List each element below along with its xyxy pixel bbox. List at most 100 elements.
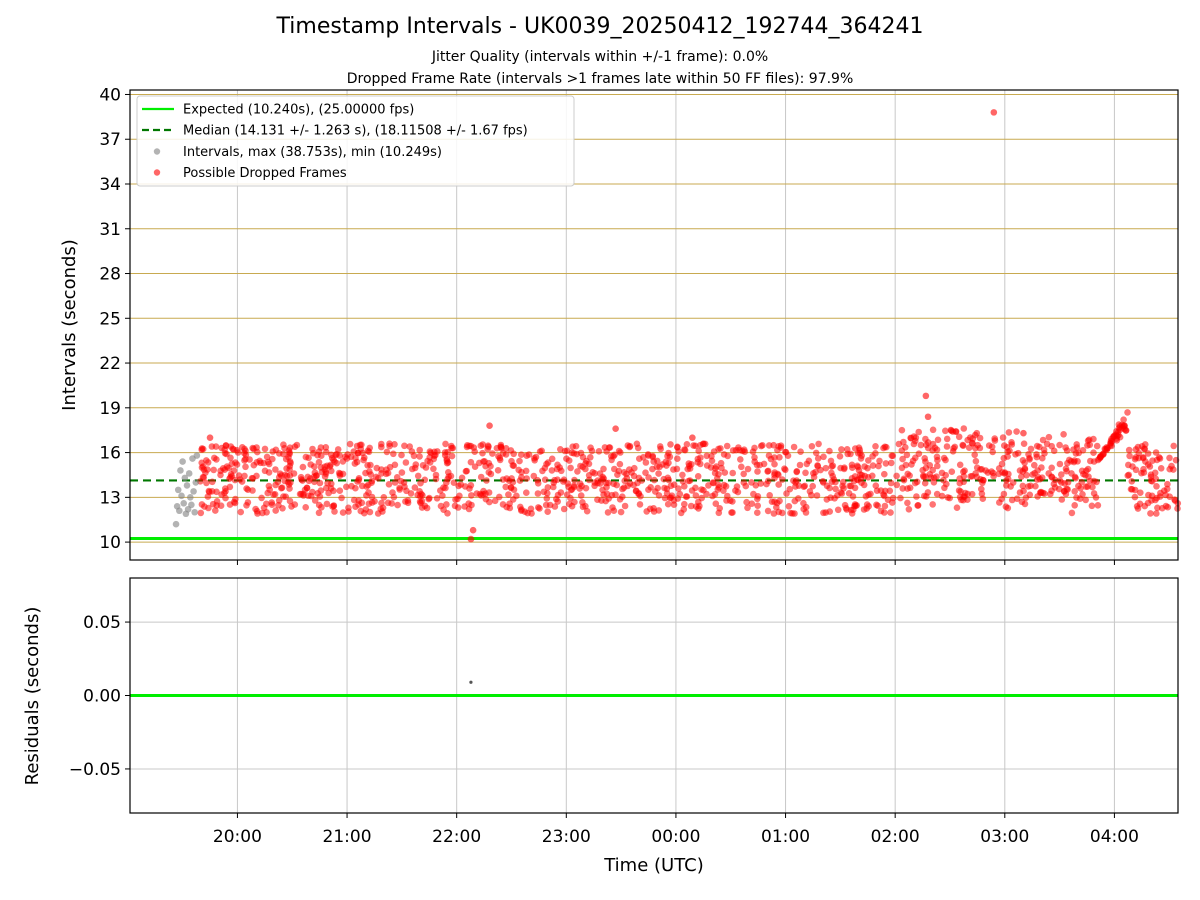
dropped-frame-point (401, 442, 408, 450)
x-tick-label: 03:00 (980, 827, 1029, 847)
dropped-frame-point (820, 453, 827, 461)
dropped-frame-point (860, 481, 868, 489)
dropped-frame-point (358, 499, 366, 507)
dropped-frame-point (623, 474, 631, 482)
dropped-frame-point (709, 479, 717, 486)
dropped-frame-point (887, 479, 895, 487)
dropped-frame-point (594, 496, 601, 504)
dropped-frame-point (740, 479, 748, 486)
dropped-frame-point (666, 453, 674, 461)
dropped-frame-point (378, 443, 385, 451)
dropped-frame-point (673, 465, 681, 473)
residuals-y-tick-label: −0.05 (69, 760, 121, 780)
dropped-frame-point (391, 479, 399, 486)
dropped-frame-point (471, 463, 479, 471)
dropped-frame-point (275, 497, 283, 504)
dropped-frame-point (397, 477, 405, 485)
dropped-frame-point (610, 453, 617, 460)
dropped-frame-point (307, 475, 314, 482)
intervals-y-tick-label: 22 (99, 354, 121, 374)
dropped-frame-point (423, 504, 431, 512)
dropped-frame-point (882, 460, 890, 467)
dropped-frame-point (263, 509, 270, 516)
dropped-frame-point (941, 484, 948, 492)
dropped-frame-point (924, 489, 932, 496)
dropped-frame-point (1125, 446, 1133, 454)
dropped-frame-point (679, 471, 686, 479)
intervals-plot-frame (129, 89, 1179, 561)
dropped-frame-point (921, 479, 929, 487)
dropped-frame-point (551, 503, 559, 510)
dropped-frame-point (226, 483, 234, 491)
dropped-frame-point (960, 425, 968, 432)
dropped-frame-point (272, 507, 280, 514)
interval-point (191, 508, 198, 516)
dropped-frame-point (877, 507, 885, 515)
dropped-frame-point (1021, 459, 1028, 467)
dropped-frame-point (398, 451, 405, 459)
dropped-frame-point (664, 500, 672, 508)
dropped-frame-point (682, 493, 690, 500)
x-tick-label: 22:00 (432, 827, 481, 847)
dropped-frame-point (770, 441, 777, 449)
dropped-frame-point (197, 509, 205, 517)
dropped-frame-point (246, 456, 253, 463)
dropped-frame-point (1050, 480, 1058, 488)
dropped-frame-point (838, 446, 845, 453)
dropped-frame-point (964, 490, 971, 498)
dropped-frame-point (1166, 493, 1173, 501)
dropped-frame-point (272, 481, 279, 489)
dropped-frame-point (1056, 460, 1064, 468)
dropped-frame-point (1120, 416, 1127, 424)
dropped-frame-point (642, 459, 650, 466)
dropped-frame-point (990, 109, 998, 116)
dropped-frame-point (826, 447, 833, 455)
dropped-frame-point (499, 476, 507, 483)
legend-expected: Expected (10.240s), (25.00000 fps) (183, 103, 414, 118)
dropped-frame-point (961, 467, 968, 475)
dropped-frame-point (1068, 509, 1076, 517)
dropped-frame-point (544, 484, 552, 491)
dropped-frame-point (583, 507, 591, 515)
dropped-frame-point (1162, 502, 1170, 510)
dropped-frame-point (280, 441, 287, 449)
dropped-frame-point (442, 440, 449, 448)
dropped-frame-point (634, 444, 642, 452)
dropped-frame-point (934, 462, 941, 470)
dropped-frame-point (651, 476, 658, 484)
dropped-frame-point (263, 453, 271, 461)
residuals-y-tick-label: 0.00 (83, 687, 121, 707)
dropped-frame-point (464, 442, 471, 449)
dropped-frame-point (832, 485, 839, 493)
dropped-frame-point (1170, 442, 1177, 450)
dropped-frame-point (903, 451, 911, 459)
dropped-frame-point (865, 457, 872, 464)
dropped-frame-point (875, 462, 882, 470)
dropped-frame-point (345, 508, 352, 515)
dropped-frame-point (213, 456, 220, 463)
legend-box (136, 95, 575, 187)
dropped-frame-point (708, 457, 716, 465)
dropped-frame-point (411, 464, 419, 472)
dropped-frame-point (461, 483, 469, 490)
legend-median: Median (14.131 +/- 1.263 s), (18.11508 +… (183, 124, 528, 139)
dropped-frame-point (703, 462, 711, 469)
dropped-frame-point (477, 473, 485, 481)
dropped-frame-point (713, 463, 720, 470)
dropped-frame-point (335, 469, 343, 477)
dropped-frame-point (448, 442, 455, 450)
dropped-frame-point (692, 442, 699, 450)
chart-title: Timestamp Intervals - UK0039_20250412_19… (276, 14, 924, 39)
dropped-frame-point (534, 490, 542, 497)
dropped-frame-point (674, 444, 681, 451)
dropped-frame-point (711, 491, 719, 498)
dropped-frame-point (942, 456, 949, 464)
dropped-frame-point (565, 457, 573, 464)
dropped-frame-point (1062, 465, 1070, 473)
dropped-frame-point (1056, 477, 1064, 484)
dropped-frame-point (874, 502, 881, 510)
dropped-frame-point (754, 468, 761, 475)
dropped-frame-point (578, 482, 585, 490)
residuals-y-axis-label: Residuals (seconds) (22, 607, 43, 786)
dropped-frame-point (768, 498, 776, 506)
